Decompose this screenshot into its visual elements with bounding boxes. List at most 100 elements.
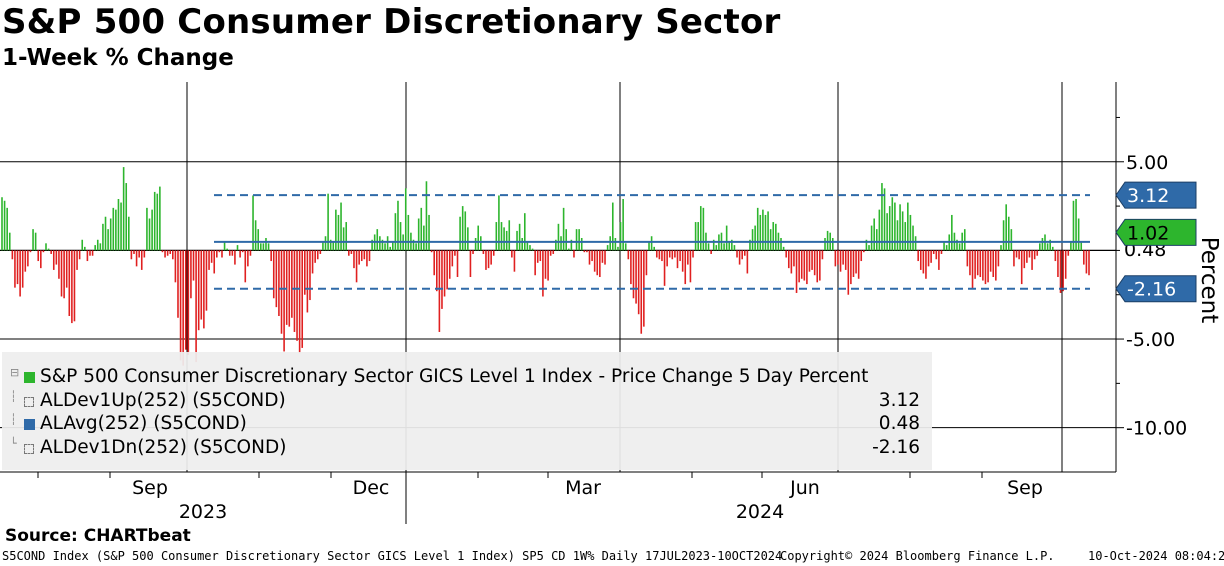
value-tag-label: -2.16	[1127, 279, 1176, 301]
bar	[311, 250, 314, 274]
bar	[516, 230, 518, 251]
bar	[772, 222, 775, 251]
bar	[925, 250, 927, 279]
x-month-label: Jun	[789, 477, 820, 499]
bar	[922, 250, 925, 274]
bar	[117, 199, 120, 251]
bar	[42, 250, 45, 253]
bar	[780, 238, 782, 251]
bar	[254, 220, 257, 251]
bar	[749, 239, 751, 251]
bar	[223, 241, 226, 251]
bar	[539, 250, 542, 262]
bar	[366, 250, 368, 267]
bar	[531, 248, 534, 251]
bar	[415, 243, 417, 251]
bar	[461, 206, 464, 251]
bar	[32, 229, 34, 251]
bar	[78, 250, 81, 260]
bar	[1059, 250, 1062, 293]
bar	[599, 250, 601, 277]
bar	[301, 250, 304, 348]
bar	[148, 218, 151, 251]
bar	[831, 238, 834, 251]
bar	[309, 250, 311, 301]
bar	[389, 246, 392, 251]
bar	[89, 250, 91, 256]
bar	[428, 214, 430, 251]
bar	[901, 211, 904, 251]
bar	[174, 250, 177, 283]
bar	[976, 250, 979, 276]
bar	[197, 250, 200, 331]
bar	[8, 232, 11, 251]
bar	[958, 243, 961, 251]
bar	[1049, 239, 1051, 251]
bar	[738, 250, 741, 265]
bar	[151, 209, 153, 251]
bar	[107, 229, 109, 251]
bar	[472, 250, 474, 254]
bar	[182, 250, 184, 366]
bar	[751, 229, 754, 251]
bar	[526, 241, 529, 251]
bar	[684, 250, 687, 285]
bar	[71, 250, 73, 324]
bar	[503, 227, 505, 251]
bar	[743, 250, 746, 256]
bar	[384, 243, 386, 251]
bar	[379, 236, 381, 251]
bar	[635, 250, 637, 304]
bar	[203, 250, 205, 329]
legend-label: S&P 500 Consumer Discretionary Sector GI…	[40, 366, 869, 387]
bar	[1064, 250, 1067, 279]
bar	[821, 250, 824, 260]
bar	[337, 214, 340, 251]
bar	[239, 250, 241, 258]
bar	[257, 229, 260, 251]
bar	[24, 250, 27, 272]
bar	[1070, 241, 1072, 251]
legend-label: ALAvg(252) (S5COND)	[40, 413, 247, 434]
bar	[371, 239, 373, 251]
legend-label: ALDev1Dn(252) (S5COND)	[40, 437, 287, 458]
bar	[692, 250, 694, 258]
bar	[819, 250, 821, 281]
bar	[712, 239, 715, 251]
bar	[894, 202, 896, 251]
bar	[622, 199, 624, 251]
value-tag-label: 1.02	[1127, 222, 1169, 244]
bar	[216, 250, 218, 258]
bar	[611, 202, 614, 251]
bar	[76, 250, 78, 270]
value-tag	[1115, 218, 1197, 246]
bar	[663, 250, 666, 286]
bar	[262, 243, 265, 251]
bar	[767, 211, 769, 251]
bar	[55, 250, 58, 265]
bar	[423, 225, 425, 251]
legend-swatch-price	[24, 372, 35, 383]
bar	[1077, 218, 1080, 251]
bar	[1, 197, 3, 251]
bar	[839, 250, 842, 272]
bar	[205, 250, 208, 311]
bar	[974, 250, 976, 279]
bar	[1075, 199, 1077, 251]
bar	[394, 213, 397, 251]
bar	[567, 248, 570, 251]
bar	[1057, 250, 1059, 277]
bar	[875, 229, 878, 251]
bar	[852, 250, 855, 277]
bar	[153, 191, 156, 251]
bar	[878, 209, 881, 251]
bar	[192, 250, 195, 281]
bar	[826, 230, 829, 251]
bar	[614, 238, 617, 251]
bar	[161, 250, 164, 253]
bar	[787, 250, 790, 269]
bar	[511, 250, 513, 258]
bar	[1085, 250, 1088, 274]
bar	[963, 229, 966, 251]
bar	[676, 250, 679, 269]
